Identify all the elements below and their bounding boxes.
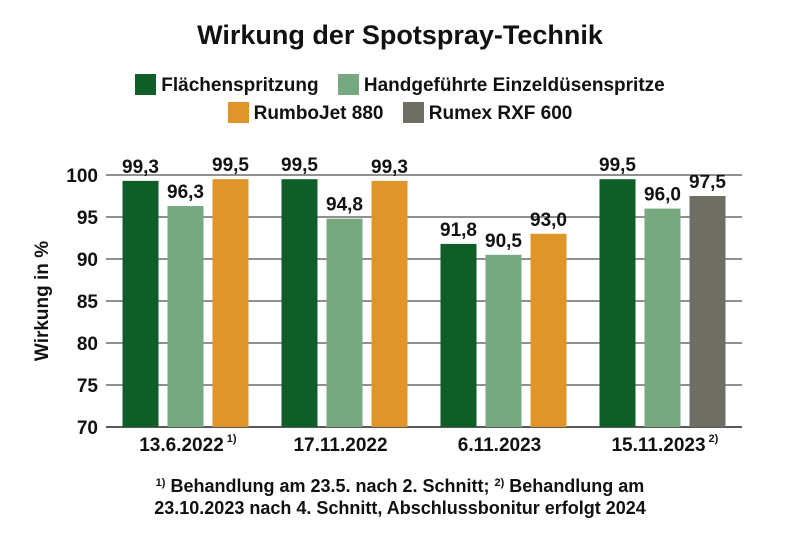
data-label: 99,5 [599,155,636,176]
bar [212,179,249,427]
footnote-text-2: Behandlung am [504,476,645,496]
y-axis-label: Wirkung in % [32,241,53,361]
legend-label: RumboJet 880 [253,103,384,124]
data-label: 96,0 [644,185,681,206]
legend-label: Rumex RXF 600 [428,103,573,124]
bar [644,208,681,427]
legend-swatch-rumex [402,102,424,123]
footnote-line-2: 23.10.2023 nach 4. Schnitt, Abschlussbon… [154,498,646,518]
x-tick-label: 15.11.2023 [611,435,705,456]
footnote-text-1: Behandlung am 23.5. nach 2. Schnitt; [165,476,495,496]
y-tick-label: 70 [77,418,98,439]
y-tick-label: 95 [77,208,99,229]
bar [122,180,159,427]
x-tick-label: 13.6.2022 [139,435,224,456]
y-tick-label: 75 [77,376,99,397]
chart-title: Wirkung der Spotspray-Technik [197,20,603,50]
data-label: 99,5 [281,155,318,176]
data-label: 93,0 [530,210,567,231]
bar [326,218,363,427]
bar [371,180,408,427]
bar [440,243,477,427]
legend-swatch-rumbojet [227,102,249,123]
bar [689,196,726,427]
y-tick-label: 100 [66,166,98,187]
legend-item-flaechenspritzung: Flächenspritzung [135,74,319,97]
x-tick-label: 6.11.2023 [458,435,541,456]
data-label: 97,5 [689,172,726,193]
x-tick-footnote-mark: 2) [709,433,719,445]
footnote-mark-2: 2) [494,477,505,489]
data-label: 99,5 [212,155,249,176]
data-label: 90,5 [485,231,522,252]
data-label: 99,3 [122,157,159,178]
legend-item-rumex: Rumex RXF 600 [402,102,573,125]
footnote-line-1: 1) Behandlung am 23.5. nach 2. Schnitt; … [0,471,800,498]
data-label: 99,3 [371,157,408,178]
y-tick-label: 80 [77,334,98,355]
legend-row-1: Flächenspritzung Handgeführte Einzeldüse… [0,74,800,97]
legend-swatch-handgefuehrte [337,74,359,95]
bar [281,179,318,427]
footnote-mark-1: 1) [155,477,166,489]
data-label: 94,8 [326,195,363,216]
bar [485,254,522,427]
legend-item-rumbojet: RumboJet 880 [227,102,384,125]
y-tick-label: 90 [77,250,98,271]
x-tick-label: 17.11.2022 [293,435,387,456]
bar [599,179,636,427]
legend-swatch-flaechenspritzung [135,74,157,95]
data-label: 91,8 [440,220,477,241]
legend-row-2: RumboJet 880 Rumex RXF 600 [0,102,800,125]
bar [167,206,204,427]
legend-label: Flächenspritzung [161,75,319,96]
data-label: 96,3 [167,182,204,203]
x-tick-footnote-mark: 1) [227,433,237,445]
y-tick-label: 85 [77,292,99,313]
legend-item-handgefuehrte: Handgeführte Einzeldüsenspritze [337,74,665,97]
bar [530,233,567,427]
legend-label: Handgeführte Einzeldüsenspritze [363,75,665,96]
